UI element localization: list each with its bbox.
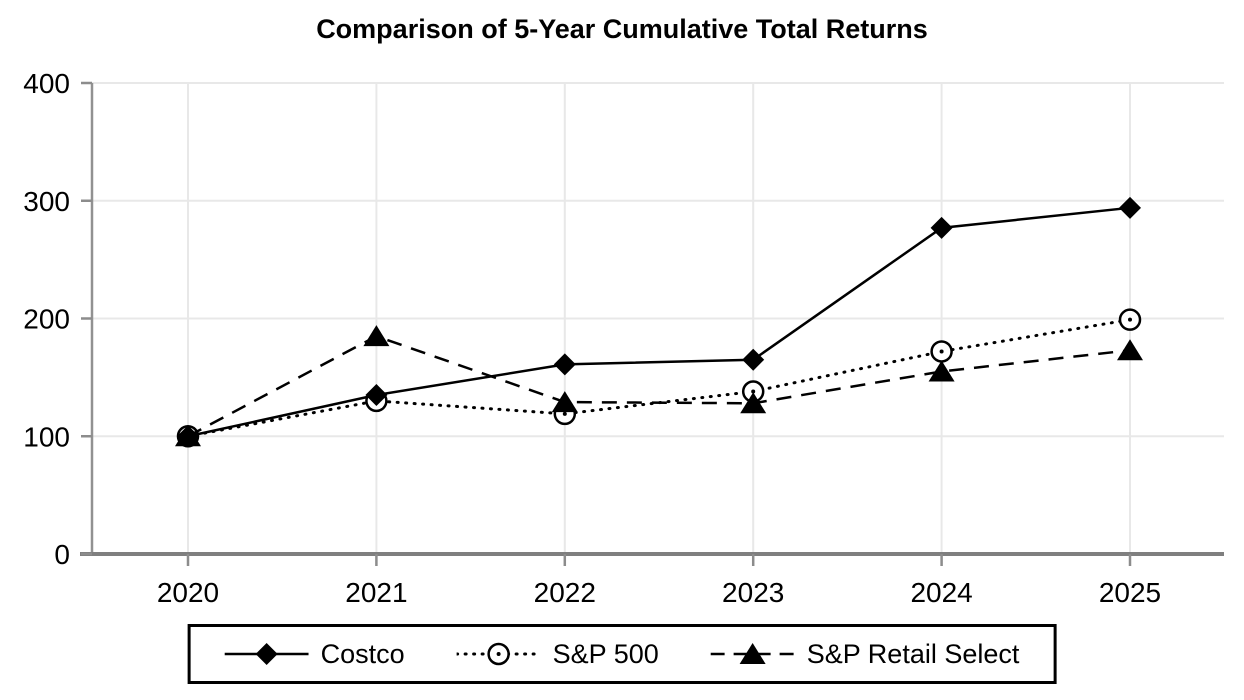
data-point-marker-filled-triangle bbox=[1117, 339, 1143, 361]
y-axis-tick-label: 200 bbox=[23, 304, 70, 335]
data-point-marker-filled-triangle bbox=[740, 392, 767, 414]
data-point-marker-filled-diamond bbox=[365, 384, 388, 407]
legend-label-costco: Costco bbox=[320, 638, 405, 669]
data-point-marker-dot bbox=[939, 349, 944, 354]
legend-item-costco: Costco bbox=[224, 638, 405, 670]
data-point-marker-filled-diamond bbox=[742, 348, 765, 371]
chart-plot-area: 0 100 200 300 400 2020 2021 2022 2023 2024 2025 bbox=[23, 68, 1224, 608]
data-point-marker-filled-diamond bbox=[553, 353, 576, 376]
x-axis-tick-label: 2020 bbox=[157, 577, 219, 608]
data-point-marker-filled-diamond bbox=[930, 216, 953, 239]
data-point-marker-filled-triangle bbox=[551, 391, 578, 413]
y-axis-tick-label: 300 bbox=[23, 186, 70, 217]
legend-label-sp-retail-select: S&P Retail Select bbox=[806, 638, 1020, 669]
x-axis-tick-label: 2021 bbox=[345, 577, 407, 608]
dashed-line-triangle-marker-icon bbox=[710, 643, 795, 664]
x-axis-tick-label: 2022 bbox=[534, 577, 596, 608]
x-axis-tick-label: 2024 bbox=[910, 577, 972, 608]
legend-label-sp500: S&P 500 bbox=[552, 638, 659, 669]
solid-line-diamond-marker-icon bbox=[224, 643, 309, 665]
data-point-marker-dot bbox=[751, 389, 756, 394]
data-point-marker-filled-triangle bbox=[928, 360, 955, 382]
data-point-marker-dot bbox=[562, 411, 567, 416]
data-point-marker-filled-diamond bbox=[1119, 196, 1141, 219]
data-point-marker-dot bbox=[1128, 317, 1132, 322]
legend-item-sp-retail-select: S&P Retail Select bbox=[710, 638, 1020, 670]
y-axis-tick-label: 0 bbox=[54, 539, 70, 570]
x-axis-tick-label: 2025 bbox=[1099, 577, 1161, 608]
data-point-marker-filled-diamond bbox=[177, 425, 199, 448]
x-axis-tick-label: 2023 bbox=[722, 577, 784, 608]
chart-legend: Costco S&P 500 S&P Retail Select bbox=[187, 624, 1057, 684]
series-line-s-p-retail-select bbox=[187, 334, 1131, 438]
y-axis-tick-label: 100 bbox=[23, 421, 70, 452]
data-point-marker-filled-triangle bbox=[363, 325, 390, 347]
series-line-s-p-500 bbox=[186, 318, 1132, 438]
legend-item-sp500: S&P 500 bbox=[456, 638, 659, 670]
y-axis-tick-label: 400 bbox=[23, 68, 70, 99]
series-line-costco bbox=[187, 206, 1131, 438]
dotted-line-circle-marker-icon bbox=[456, 642, 541, 666]
chart-title: Comparison of 5-Year Cumulative Total Re… bbox=[316, 14, 928, 44]
